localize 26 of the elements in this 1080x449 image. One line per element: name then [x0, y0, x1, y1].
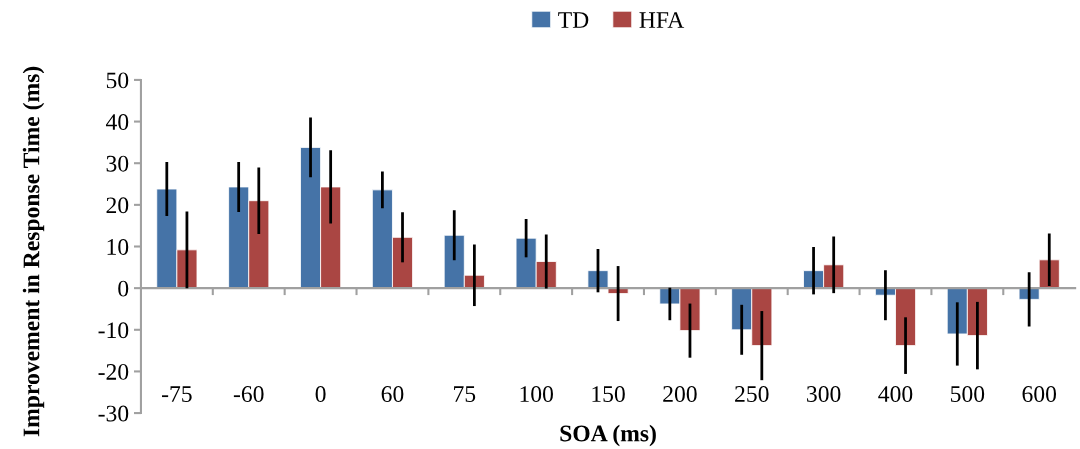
x-tick-label: 600	[1022, 386, 1057, 402]
y-tick-label: 50	[106, 72, 129, 89]
y-tick-label: 40	[105, 114, 129, 130]
x-tick-label: -75	[162, 386, 192, 402]
x-tick-label: 0	[315, 386, 326, 402]
y-tick-label: 10	[107, 238, 129, 255]
x-tick-label: -60	[233, 386, 264, 402]
y-tick-label: 0	[118, 280, 129, 297]
x-axis-title: SOA (ms)	[560, 424, 656, 447]
x-tick-label: 250	[735, 386, 769, 402]
legend-label: HFA	[639, 12, 685, 28]
y-tick-label: -20	[98, 363, 129, 380]
legend-label: TD	[558, 12, 589, 28]
x-tick-label: 100	[520, 386, 553, 402]
x-tick-label: 400	[878, 386, 913, 402]
x-tick-label: 300	[807, 386, 841, 402]
x-tick-label: 200	[663, 386, 697, 402]
y-tick-label: -10	[98, 322, 129, 339]
x-tick-label: 75	[454, 386, 476, 402]
x-tick-label: 500	[951, 386, 985, 402]
x-tick-label: 60	[381, 386, 404, 402]
y-tick-label: 30	[106, 155, 129, 172]
x-tick-label: 150	[592, 386, 625, 402]
y-tick-label: -30	[98, 405, 129, 422]
y-axis-title: Improvement in Response Time (ms)	[22, 66, 45, 437]
y-tick-label: 20	[106, 197, 129, 214]
